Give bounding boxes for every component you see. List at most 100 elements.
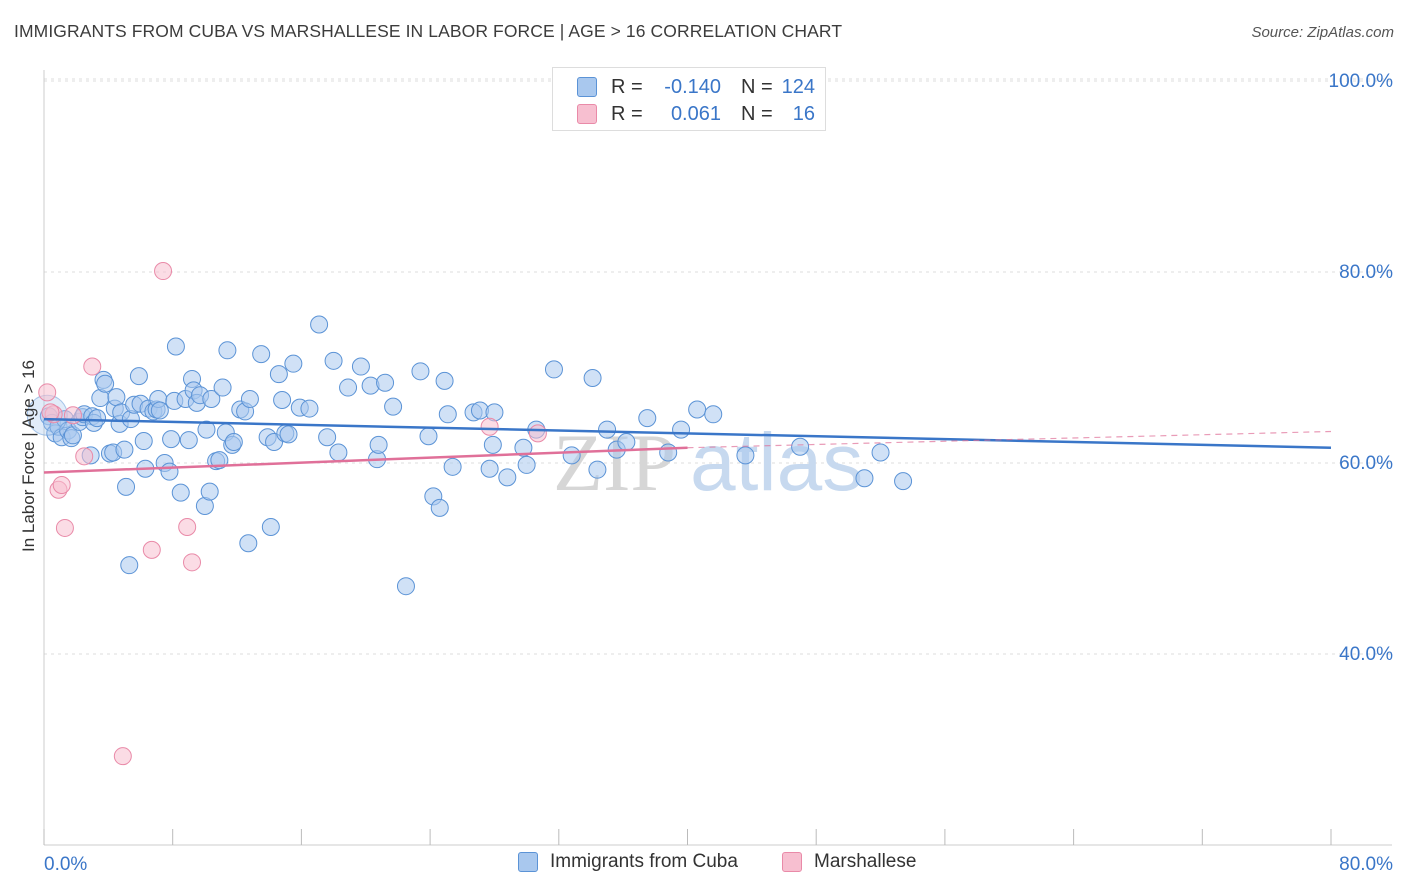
data-point-cuba <box>252 345 271 364</box>
legend-row-marshallese: R = 0.061 N = 16 <box>577 102 815 126</box>
data-point-marshallese <box>75 447 94 466</box>
data-point-cuba <box>443 457 462 476</box>
tick-labels: 40.0% 60.0% 80.0% 100.0% 0.0% 80.0% <box>44 71 1393 875</box>
data-point-cuba <box>120 556 139 575</box>
data-point-cuba <box>339 378 358 397</box>
legend-n-value: 16 <box>792 102 815 125</box>
data-point-cuba <box>583 369 602 388</box>
chart-title: IMMIGRANTS FROM CUBA VS MARSHALLESE IN L… <box>14 21 843 41</box>
data-point-marshallese <box>142 540 161 559</box>
trend-line-cuba <box>43 417 1332 449</box>
data-point-cuba <box>638 409 657 428</box>
data-point-cuba <box>166 337 185 356</box>
grid-layer <box>44 78 1392 655</box>
data-point-cuba <box>480 459 499 478</box>
series-marshallese-points <box>38 262 547 766</box>
data-point-cuba <box>435 371 454 390</box>
data-point-cuba <box>162 430 181 449</box>
data-point-cuba <box>200 482 219 501</box>
data-point-cuba <box>117 477 136 496</box>
y-tick-label: 100.0% <box>1329 71 1394 92</box>
x-tick-label: 80.0% <box>1339 854 1393 875</box>
data-point-cuba <box>150 401 169 420</box>
data-point-cuba <box>202 390 221 409</box>
data-point-cuba <box>324 351 343 370</box>
data-point-marshallese <box>38 383 57 402</box>
watermark-atlas: atlas <box>690 417 863 508</box>
y-tick-label: 40.0% <box>1339 644 1393 665</box>
data-point-cuba <box>88 409 107 428</box>
bottom-legend-swatch-cuba <box>518 852 538 872</box>
data-point-cuba <box>310 315 329 334</box>
data-point-cuba <box>160 462 179 481</box>
bottom-legend-label-cuba: Immigrants from Cuba <box>550 851 738 872</box>
legend-swatch-marshallese <box>577 104 597 124</box>
data-point-cuba <box>134 432 153 451</box>
data-point-cuba <box>218 341 237 360</box>
data-point-cuba <box>179 431 198 450</box>
data-point-marshallese <box>41 403 60 422</box>
data-point-cuba <box>284 354 303 373</box>
data-point-cuba <box>396 577 415 596</box>
data-point-cuba <box>351 357 370 376</box>
data-point-cuba <box>384 397 403 416</box>
legend-r-label: R = <box>611 75 643 98</box>
data-point-cuba <box>483 435 502 454</box>
trend-line-marshallese-extension <box>687 430 1332 449</box>
data-point-cuba <box>659 443 678 462</box>
data-point-cuba <box>871 443 890 462</box>
data-point-cuba <box>855 469 874 488</box>
bottom-legend-label-marshallese: Marshallese <box>814 851 917 872</box>
bottom-legend-cuba: Immigrants from Cuba <box>518 851 738 873</box>
data-point-cuba <box>369 435 388 454</box>
data-point-cuba <box>171 483 190 502</box>
data-point-marshallese <box>55 518 74 537</box>
x-tick-label: 0.0% <box>44 854 87 875</box>
data-point-marshallese <box>154 262 173 281</box>
data-point-cuba <box>115 440 134 459</box>
data-point-cuba <box>411 362 430 381</box>
data-point-cuba <box>517 455 536 474</box>
legend-r-value: 0.061 <box>670 102 721 125</box>
data-point-cuba <box>240 390 259 409</box>
legend-n-value: 124 <box>781 75 815 98</box>
data-point-cuba <box>672 420 691 439</box>
trend-line-marshallese <box>43 446 688 474</box>
data-point-cuba <box>704 405 723 424</box>
legend-r-value: -0.140 <box>664 75 721 98</box>
legend-n-label: N = <box>741 75 773 98</box>
data-point-marshallese <box>178 517 197 536</box>
bottom-legend-marshallese: Marshallese <box>782 851 916 873</box>
data-point-cuba <box>544 360 563 379</box>
y-tick-label: 60.0% <box>1339 453 1393 474</box>
data-point-cuba <box>329 443 348 462</box>
data-point-cuba <box>261 517 280 536</box>
stats-legend: R = -0.140 N = 124 R = 0.061 N = 16 <box>552 67 826 131</box>
legend-swatch-cuba <box>577 77 597 97</box>
data-point-cuba <box>279 425 298 444</box>
data-point-cuba <box>598 420 617 439</box>
legend-r-label: R = <box>611 102 643 125</box>
data-point-cuba <box>376 373 395 392</box>
data-point-cuba <box>562 446 581 465</box>
data-point-cuba <box>894 472 913 491</box>
data-point-cuba <box>514 438 533 457</box>
data-point-cuba <box>96 374 115 393</box>
data-point-cuba <box>269 365 288 384</box>
data-point-cuba <box>318 428 337 447</box>
data-point-cuba <box>300 399 319 418</box>
data-point-cuba <box>438 405 457 424</box>
data-point-cuba <box>224 432 243 451</box>
data-point-cuba <box>617 432 636 451</box>
data-point-cuba <box>736 446 755 465</box>
data-point-cuba <box>791 437 810 456</box>
data-point-cuba <box>107 388 126 407</box>
data-point-cuba <box>688 400 707 419</box>
data-point-marshallese <box>83 357 102 376</box>
axis-layer <box>43 70 1392 846</box>
data-point-marshallese <box>528 424 547 443</box>
trend-layer <box>43 417 1332 474</box>
data-point-cuba <box>498 468 517 487</box>
data-point-cuba <box>213 378 232 397</box>
